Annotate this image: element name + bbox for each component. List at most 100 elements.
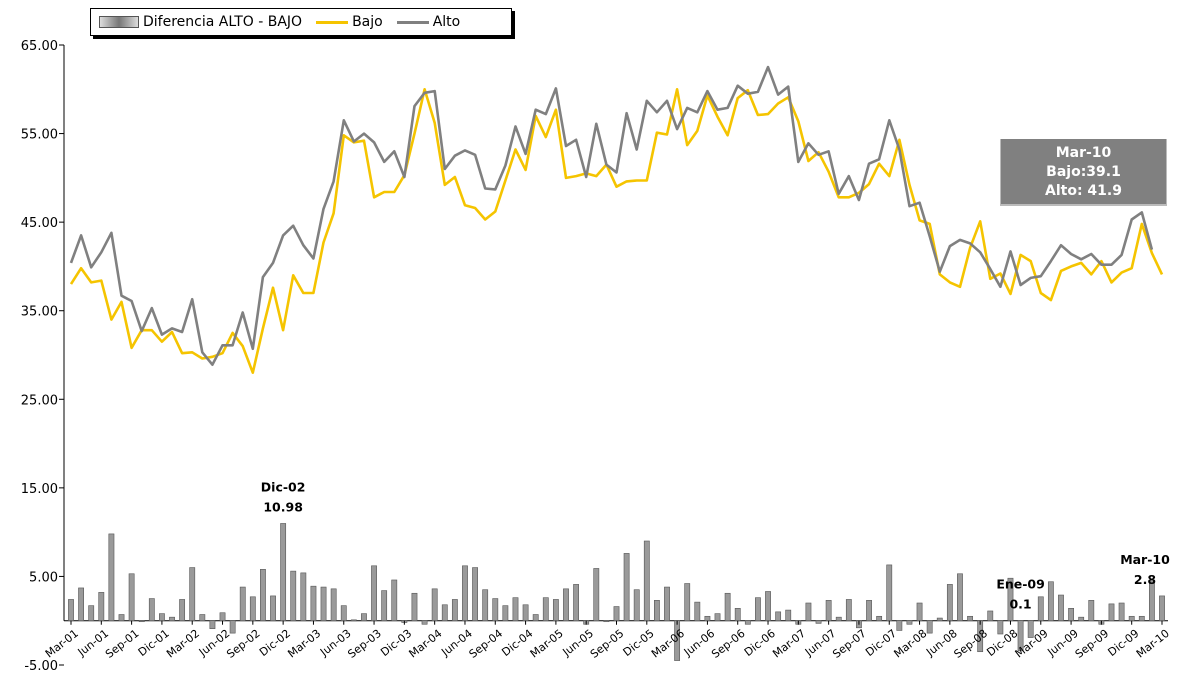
- legend-line-swatch-bajo: [316, 20, 349, 24]
- annotation-date: Dic-02: [261, 479, 306, 494]
- x-tick-label: Mar-10: [1134, 627, 1172, 661]
- series-line-alto: [69, 65, 1154, 367]
- x-tick-label: Sep-09: [1073, 627, 1112, 661]
- diff-bar: [785, 609, 792, 622]
- diff-bar: [270, 595, 276, 622]
- diff-bar: [169, 616, 175, 622]
- info-box: Mar-10 Bajo:39.1 Alto: 41.9: [1001, 139, 1166, 204]
- y-tick-label: -5.00: [24, 659, 58, 674]
- diff-bar: [209, 620, 216, 629]
- diff-bar: [381, 590, 388, 622]
- x-tick-label: Sep-06: [709, 627, 748, 661]
- diff-bar: [1047, 581, 1054, 622]
- diff-bar: [724, 592, 731, 622]
- diff-bar: [391, 579, 398, 622]
- diff-bar: [835, 616, 842, 622]
- y-tick-label: 35.00: [21, 305, 58, 320]
- diff-bar: [219, 612, 226, 622]
- diff-bar: [623, 553, 630, 622]
- x-tick-label: Sep-01: [103, 627, 142, 661]
- diff-bar: [633, 589, 640, 622]
- diff-bar: [118, 614, 125, 622]
- diff-bar: [108, 533, 115, 622]
- x-tick-label: Mar-05: [528, 627, 566, 661]
- x-tick-label: Sep-07: [830, 627, 869, 661]
- diff-bar: [866, 600, 872, 622]
- diff-bar: [68, 599, 74, 622]
- diff-bar: [482, 589, 489, 622]
- legend-label-diferencia: Diferencia ALTO - BAJO: [143, 14, 303, 30]
- diff-bar: [78, 587, 85, 622]
- diff-bar: [532, 614, 539, 622]
- diff-bar: [1128, 615, 1135, 622]
- legend-label-alto: Alto: [432, 14, 461, 30]
- diff-bar: [765, 591, 771, 622]
- annotation-value: 2.8: [1134, 572, 1156, 587]
- diff-bar: [906, 620, 913, 625]
- diff-bar: [664, 586, 670, 622]
- diff-bar: [260, 569, 266, 622]
- diff-bar: [189, 567, 196, 622]
- diff-bar: [1058, 594, 1064, 622]
- diff-bar: [249, 596, 256, 622]
- diff-bar: [926, 620, 933, 634]
- diff-bar: [1118, 602, 1125, 622]
- diff-bar: [815, 620, 822, 624]
- diff-bar: [128, 573, 135, 622]
- diff-bar: [957, 573, 963, 622]
- diff-bar: [88, 605, 95, 622]
- y-tick-label: 15.00: [21, 482, 58, 497]
- info-box-date: Mar-10: [1055, 145, 1112, 161]
- legend-bar-swatch: [99, 16, 139, 28]
- y-tick-label: 25.00: [21, 393, 58, 408]
- diff-bar: [643, 540, 650, 622]
- diff-bar: [431, 588, 438, 622]
- diff-bar: [946, 584, 953, 622]
- legend-line-swatch-alto: [396, 20, 429, 24]
- diff-bar: [755, 597, 761, 622]
- diff-bar: [987, 610, 994, 622]
- annotation-date: Mar-10: [1120, 552, 1170, 567]
- diff-bar: [1037, 596, 1044, 622]
- diff-bar: [239, 586, 246, 622]
- diff-bar: [441, 604, 448, 622]
- diff-bar: [573, 584, 579, 622]
- y-tick-label: 65.00: [21, 39, 58, 54]
- diff-bar: [845, 599, 852, 622]
- diff-bar: [1108, 603, 1115, 622]
- diff-bar: [280, 523, 287, 622]
- diff-bar: [694, 601, 701, 622]
- diff-bar: [411, 592, 418, 622]
- diff-bar: [563, 588, 569, 622]
- diff-bar: [138, 620, 145, 623]
- x-tick-label: Mar-07: [770, 627, 808, 661]
- diff-bar: [462, 565, 468, 622]
- x-tick-label: Mar-08: [891, 627, 929, 661]
- diff-bar: [593, 568, 600, 622]
- diff-bar: [98, 592, 105, 622]
- diff-bar: [805, 602, 812, 622]
- diff-bar: [1078, 616, 1085, 622]
- diff-bar: [876, 615, 883, 622]
- x-tick-label: Sep-04: [467, 627, 506, 661]
- diff-bar: [320, 586, 327, 622]
- diff-bar: [421, 620, 428, 625]
- diff-bar: [603, 620, 610, 623]
- x-tick-label: Sep-03: [345, 627, 384, 661]
- diff-bar: [542, 597, 549, 622]
- diff-bar: [199, 614, 206, 622]
- diff-bar: [179, 599, 186, 622]
- x-tick-label: Sep-05: [588, 627, 627, 661]
- diff-bar: [1088, 600, 1095, 622]
- series-line-bajo: [69, 88, 1164, 375]
- legend-item-alto: Alto: [396, 14, 461, 30]
- diff-bar: [472, 567, 478, 622]
- legend: Diferencia ALTO - BAJO Bajo Alto: [90, 8, 512, 36]
- diff-bar: [229, 620, 236, 634]
- diff-bar: [371, 565, 377, 622]
- diff-bar: [684, 583, 691, 622]
- legend-item-bajo: Bajo: [316, 14, 383, 30]
- diff-bar: [330, 588, 337, 622]
- diff-bar: [613, 606, 620, 622]
